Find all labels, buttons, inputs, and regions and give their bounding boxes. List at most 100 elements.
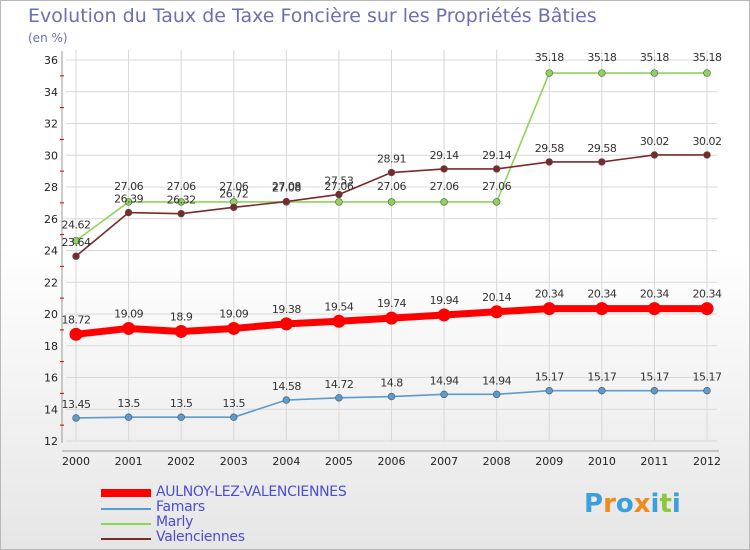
x-tick-label: 2010 <box>588 455 616 468</box>
data-label: 15.17 <box>587 371 616 384</box>
data-label: 14.58 <box>272 380 301 393</box>
data-label: 27.06 <box>482 180 511 193</box>
data-point <box>650 151 659 159</box>
data-point <box>279 317 293 331</box>
data-point <box>650 386 659 395</box>
legend-swatch-valenciennes <box>101 538 151 540</box>
legend-swatch-aulnoy <box>101 489 151 497</box>
data-label: 18.72 <box>62 313 91 326</box>
data-point <box>72 414 80 422</box>
data-label: 24.62 <box>62 219 91 232</box>
x-tick-label: 2000 <box>62 455 90 468</box>
x-tick-label: 2007 <box>430 455 458 468</box>
data-point <box>227 321 241 335</box>
data-label: 27.06 <box>377 180 406 193</box>
legend-swatch-marly <box>101 523 151 525</box>
data-point <box>69 327 83 341</box>
data-label: 13.5 <box>117 397 140 410</box>
data-label: 20.14 <box>482 291 511 304</box>
x-tick-label: 2008 <box>483 455 511 468</box>
data-label: 35.18 <box>693 51 722 64</box>
data-label: 18.9 <box>170 310 193 323</box>
data-point <box>598 386 606 395</box>
y-tick-label: 26 <box>44 213 58 226</box>
data-point <box>703 386 711 395</box>
x-tick-label: 2012 <box>693 455 721 468</box>
data-label: 30.02 <box>640 135 669 148</box>
y-tick-label: 18 <box>44 340 58 353</box>
data-label: 27.06 <box>430 180 459 193</box>
data-point <box>598 158 606 166</box>
data-point <box>545 69 553 77</box>
data-label: 20.34 <box>640 288 669 301</box>
logo-letter: r <box>603 489 616 519</box>
data-point <box>700 302 714 316</box>
x-tick-label: 2001 <box>115 455 143 468</box>
data-point <box>177 209 185 218</box>
data-point <box>385 311 398 325</box>
data-label: 13.5 <box>223 397 246 410</box>
logo-letter: t <box>659 489 672 519</box>
data-point <box>492 198 501 206</box>
y-tick-label: 24 <box>44 245 58 258</box>
data-label: 29.14 <box>482 149 511 162</box>
data-point <box>230 413 238 421</box>
data-label: 30.02 <box>693 135 722 148</box>
data-label: 23.64 <box>62 236 91 249</box>
data-label: 27.06 <box>114 180 143 193</box>
data-label: 13.45 <box>62 398 91 411</box>
logo-letter: o <box>615 489 634 519</box>
data-point <box>177 413 185 421</box>
data-point <box>335 198 343 206</box>
data-label: 19.54 <box>324 300 353 313</box>
data-label: 14.8 <box>380 377 403 390</box>
x-tick-label: 2009 <box>535 455 563 468</box>
data-label: 20.34 <box>587 288 616 301</box>
x-tick-label: 2005 <box>325 455 353 468</box>
data-label: 20.34 <box>693 288 722 301</box>
data-label: 27.53 <box>324 174 353 187</box>
data-point <box>387 392 396 401</box>
data-label: 28.91 <box>377 153 406 166</box>
y-tick-label: 30 <box>44 149 58 162</box>
data-point <box>282 197 291 206</box>
data-point <box>332 314 346 328</box>
data-label: 29.58 <box>535 142 564 155</box>
legend-label-valenciennes: Valenciennes <box>156 529 245 545</box>
x-tick-label: 2011 <box>640 455 668 468</box>
data-label: 19.94 <box>430 294 459 307</box>
y-tick-label: 22 <box>44 276 58 289</box>
data-label: 29.58 <box>587 142 616 155</box>
data-label: 14.94 <box>430 374 459 387</box>
data-point <box>492 390 501 399</box>
data-label: 27.08 <box>272 180 301 193</box>
legend-label-aulnoy: AULNOY-LEZ-VALENCIENNES <box>156 484 347 500</box>
data-point <box>492 165 501 173</box>
data-label: 27.08 <box>272 182 301 195</box>
data-point <box>122 321 136 335</box>
x-tick-label: 2004 <box>272 455 300 468</box>
data-label: 35.18 <box>587 51 616 64</box>
logo-letter: i <box>671 489 681 519</box>
data-label: 15.17 <box>693 371 722 384</box>
y-tick-label: 16 <box>44 372 58 385</box>
data-point <box>124 208 133 217</box>
data-label: 20.34 <box>535 288 564 301</box>
data-point <box>440 198 448 206</box>
data-point <box>335 190 343 199</box>
data-label: 26.32 <box>167 194 196 207</box>
data-point <box>387 198 396 206</box>
data-label: 27.06 <box>324 180 353 193</box>
data-label: 15.17 <box>535 371 564 384</box>
legend-label-marly: Marly <box>156 514 194 530</box>
y-tick-label: 36 <box>44 54 58 67</box>
data-point <box>282 396 291 404</box>
data-point <box>437 308 451 322</box>
data-label: 29.14 <box>430 149 459 162</box>
data-point <box>650 69 659 77</box>
data-label: 19.74 <box>377 297 406 310</box>
data-point <box>177 198 185 206</box>
data-point <box>440 165 448 173</box>
logo-letter: x <box>633 489 651 519</box>
